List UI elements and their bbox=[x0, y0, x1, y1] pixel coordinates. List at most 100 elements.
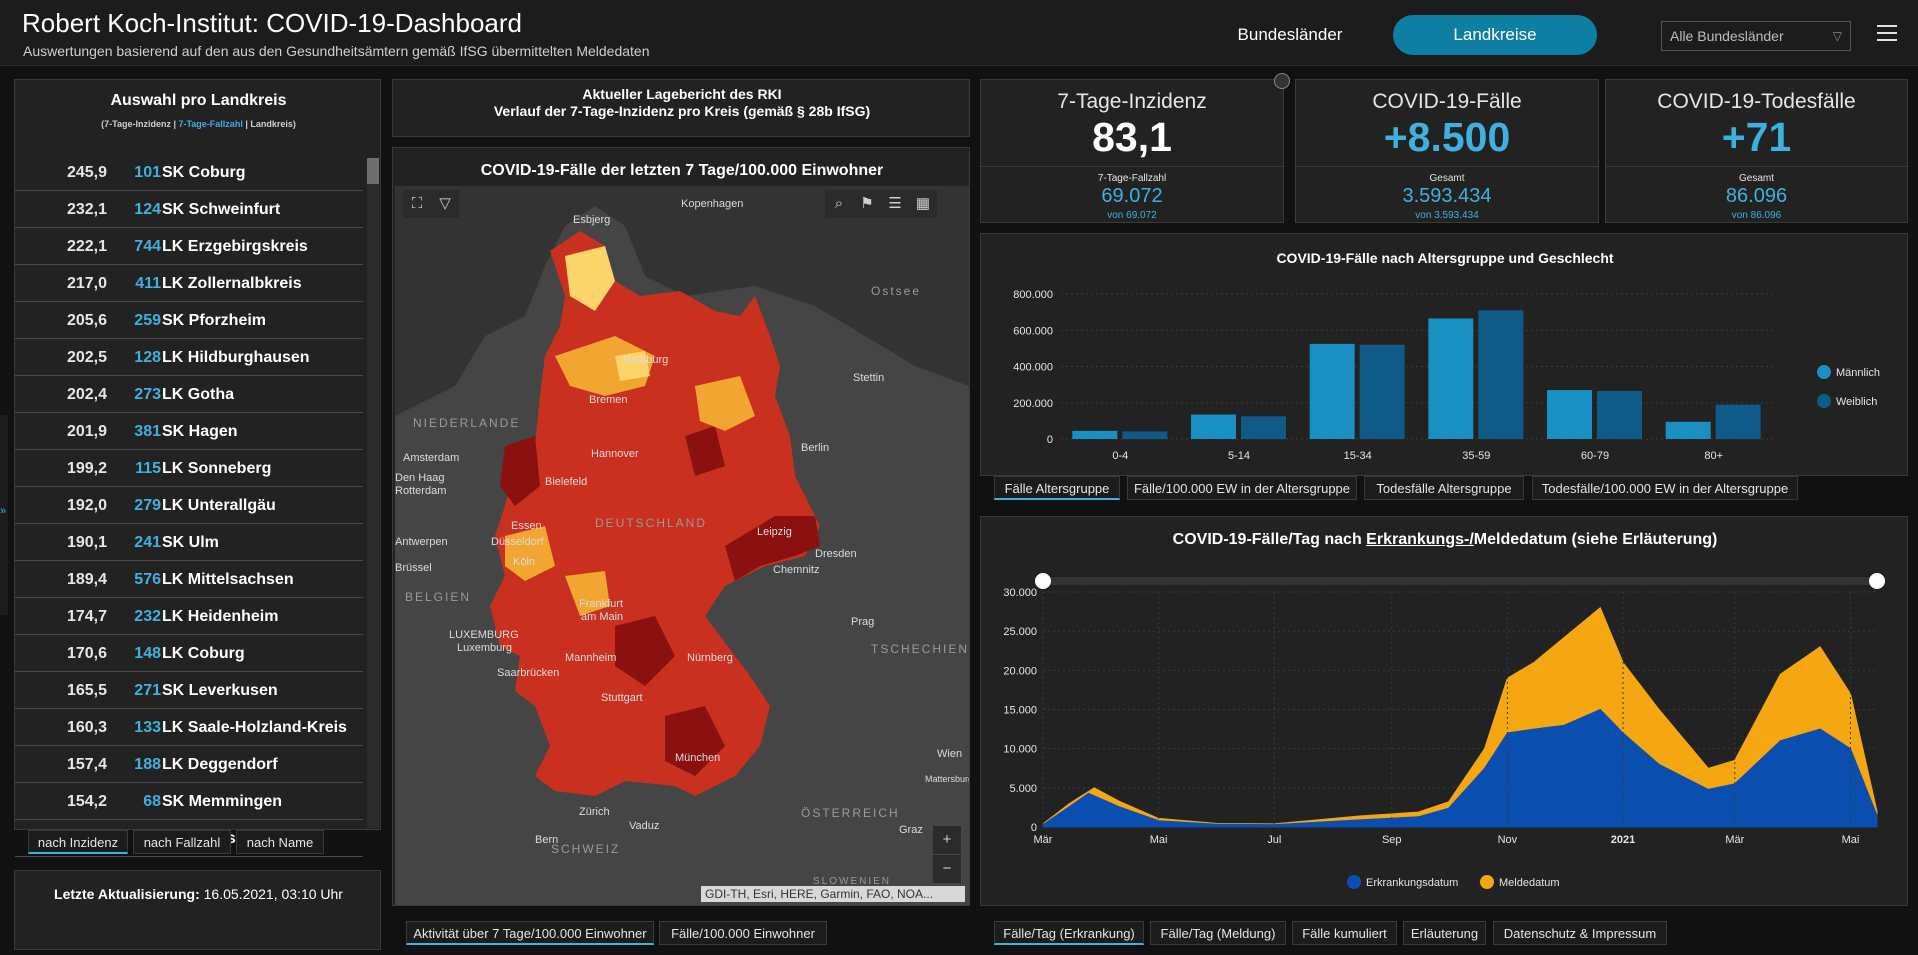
nav-landkreise-button[interactable]: Landkreise bbox=[1393, 15, 1597, 55]
y-tick-label: 600.000 bbox=[1013, 325, 1053, 337]
daily-title-link[interactable]: Erkrankungs-/ bbox=[1366, 531, 1474, 548]
list-item[interactable]: 202,5 128 LK Hildburghausen bbox=[15, 339, 363, 376]
tab-faelle-100000-altersgruppe[interactable]: Fälle/100.000 EW in der Altersgruppe bbox=[1127, 476, 1357, 500]
list-item[interactable]: 201,9 381 SK Hagen bbox=[15, 413, 363, 450]
range-slider-track bbox=[1043, 577, 1877, 585]
map-label: Bern bbox=[535, 834, 559, 846]
tab-todesfaelle-100000-altersgruppe[interactable]: Todesfälle/100.000 EW in der Altersgrupp… bbox=[1532, 476, 1798, 500]
list-item-inzidenz: 202,5 bbox=[66, 349, 107, 366]
map-region-very-high-bavaria bbox=[665, 706, 725, 776]
list-item-fallzahl: 744 bbox=[134, 238, 161, 255]
map-label: Den Haag bbox=[395, 472, 445, 484]
x-tick-label: 60-79 bbox=[1581, 450, 1609, 462]
map-label: TSCHECHIEN bbox=[871, 642, 969, 656]
list-item[interactable]: 170,6 148 LK Coburg bbox=[15, 635, 363, 672]
germany-map[interactable]: Kopenhagen Esbjerg Ostsee Hamburg Bremen… bbox=[395, 186, 969, 905]
tab-faelle-altersgruppe[interactable]: Fälle Altersgruppe bbox=[994, 476, 1120, 500]
list-item-fallzahl: 259 bbox=[134, 312, 161, 329]
tab-todesfaelle-altersgruppe[interactable]: Todesfälle Altersgruppe bbox=[1364, 476, 1524, 500]
legend-list-icon[interactable]: ☰ bbox=[881, 190, 909, 218]
list-item[interactable]: 199,2 115 LK Sonneberg bbox=[15, 450, 363, 487]
list-item[interactable]: 189,4 576 LK Mittelsachsen bbox=[15, 561, 363, 598]
map-region-very-high-east bbox=[725, 516, 820, 581]
y-tick-label: 30.000 bbox=[1003, 587, 1037, 599]
list-item-inzidenz: 217,0 bbox=[66, 275, 107, 292]
tab-erlaeuterung[interactable]: Erläuterung bbox=[1403, 921, 1486, 945]
list-item[interactable]: 165,5 271 SK Leverkusen bbox=[15, 672, 363, 709]
tab-aktivitaet-7-tage[interactable]: Aktivität über 7 Tage/100.000 Einwohner bbox=[406, 921, 654, 945]
list-item[interactable]: 160,3 133 LK Saale-Holzland-Kreis bbox=[15, 709, 363, 746]
list-item[interactable]: 217,0 411 LK Zollernalbkreis bbox=[15, 265, 363, 302]
x-tick-label: Nov bbox=[1498, 834, 1518, 846]
daily-chart: 0 5.000 10.000 15.000 20.000 25.000 30.000 Mär M… bbox=[1003, 573, 1885, 889]
basemap-gallery-icon[interactable]: ▦ bbox=[909, 190, 937, 218]
bar-männlich bbox=[1547, 390, 1592, 439]
tab-nach-inzidenz[interactable]: nach Inzidenz bbox=[28, 830, 128, 854]
list-item-fallzahl: 241 bbox=[134, 534, 161, 551]
daily-chart-title: COVID-19-Fälle/Tag nach Erkrankungs-/Mel… bbox=[981, 531, 1909, 549]
list-item[interactable]: 192,0 279 LK Unterallgäu bbox=[15, 487, 363, 524]
list-item-name: LK Erzgebirgskreis bbox=[162, 238, 308, 255]
list-item-inzidenz: 199,2 bbox=[66, 460, 107, 477]
map-attribution: GDI-TH, Esri, HERE, Garmin, FAO, NOA... bbox=[701, 886, 965, 902]
list-item-fallzahl: 271 bbox=[134, 682, 161, 699]
list-item[interactable]: 245,9 101 SK Coburg bbox=[15, 154, 363, 191]
tab-faelle-100000[interactable]: Fälle/100.000 Einwohner bbox=[659, 921, 827, 945]
list-item[interactable]: 222,1 744 LK Erzgebirgskreis bbox=[15, 228, 363, 265]
list-item[interactable]: 190,1 241 SK Ulm bbox=[15, 524, 363, 561]
app-title: Robert Koch-Institut: COVID-19-Dashboard bbox=[22, 8, 522, 38]
chevron-down-icon[interactable]: ▽ bbox=[431, 190, 459, 218]
map-label: Esbjerg bbox=[573, 214, 611, 226]
tab-nach-name[interactable]: nach Name bbox=[236, 830, 324, 854]
kpi-sub-note: von 3.593.434 bbox=[1415, 210, 1479, 221]
side-expander[interactable] bbox=[0, 415, 8, 615]
kpi-inzidenz: 7-Tage-Inzidenz 83,1 7-Tage-Fallzahl 69.… bbox=[980, 79, 1284, 223]
list-item-inzidenz: 189,4 bbox=[66, 571, 107, 588]
list-item-name: LK Sonneberg bbox=[162, 460, 272, 477]
zoom-out-button[interactable]: − bbox=[933, 855, 961, 883]
list-scrollbar[interactable] bbox=[367, 158, 379, 828]
map-label: Chemnitz bbox=[773, 564, 820, 576]
zoom-in-button[interactable]: + bbox=[933, 826, 961, 854]
last-update-value: 16.05.2021, 03:10 Uhr bbox=[203, 886, 343, 902]
search-icon[interactable]: ⌕ bbox=[825, 190, 853, 218]
map-label: Wien bbox=[937, 748, 963, 760]
tab-faelle-kumuliert[interactable]: Fälle kumuliert bbox=[1292, 921, 1397, 945]
list-item[interactable]: 157,4 188 LK Deggendorf bbox=[15, 746, 363, 783]
map-label: Stuttgart bbox=[601, 692, 643, 704]
kpi-value: +71 bbox=[1721, 114, 1792, 160]
tab-nach-fallzahl[interactable]: nach Fallzahl bbox=[133, 830, 231, 854]
map-label: Köln bbox=[513, 556, 536, 568]
list-scrollbar-thumb[interactable] bbox=[367, 158, 379, 184]
nav-bundeslaender-button[interactable]: Bundesländer bbox=[1237, 25, 1343, 44]
list-item[interactable]: 154,2 68 SK Memmingen bbox=[15, 783, 363, 820]
tab-faelle-tag-erkrankung[interactable]: Fälle/Tag (Erkrankung) bbox=[994, 921, 1144, 945]
list-item[interactable]: 174,7 232 LK Heidenheim bbox=[15, 598, 363, 635]
hamburger-menu-icon[interactable] bbox=[1877, 25, 1897, 41]
list-subtitle-highlight: 7-Tage-Fallzahl bbox=[178, 119, 243, 129]
last-update: Letzte Aktualisierung: 16.05.2021, 03:10… bbox=[15, 886, 382, 902]
list-item-fallzahl: 188 bbox=[134, 756, 161, 773]
map-label: Prag bbox=[851, 616, 875, 628]
map-label: Mattersburg bbox=[925, 774, 969, 784]
list-title: Auswahl pro Landkreis bbox=[110, 92, 287, 109]
kpi-todesfaelle: COVID-19-Todesfälle +71 Gesamt 86.096 vo… bbox=[1605, 79, 1908, 223]
bar-weiblich bbox=[1122, 431, 1168, 439]
list-item[interactable]: 232,1 124 SK Schweinfurt bbox=[15, 191, 363, 228]
tab-datenschutz-impressum[interactable]: Datenschutz & Impressum bbox=[1493, 921, 1667, 945]
list-item[interactable]: 205,6 259 SK Pforzheim bbox=[15, 302, 363, 339]
list-item-inzidenz: 232,1 bbox=[66, 201, 107, 218]
list-item[interactable]: 202,4 273 LK Gotha bbox=[15, 376, 363, 413]
range-slider-handle bbox=[1035, 573, 1051, 589]
expand-icon[interactable]: » bbox=[0, 505, 7, 517]
list-item-inzidenz: 154,2 bbox=[66, 793, 107, 810]
map-label: Antwerpen bbox=[395, 536, 448, 548]
rki-report-panel[interactable]: Aktueller Lagebericht des RKI Verlauf de… bbox=[392, 79, 970, 137]
kpi-value: 83,1 bbox=[1092, 114, 1172, 160]
expand-icon[interactable] bbox=[1274, 73, 1290, 89]
region-select[interactable]: Alle Bundesländer ▽ bbox=[1661, 21, 1851, 51]
list-item-fallzahl: 411 bbox=[135, 275, 161, 292]
map-layers-icon[interactable]: ⛶ bbox=[403, 190, 431, 218]
bookmark-icon[interactable]: ⚑ bbox=[853, 190, 881, 218]
tab-faelle-tag-meldung[interactable]: Fälle/Tag (Meldung) bbox=[1150, 921, 1286, 945]
